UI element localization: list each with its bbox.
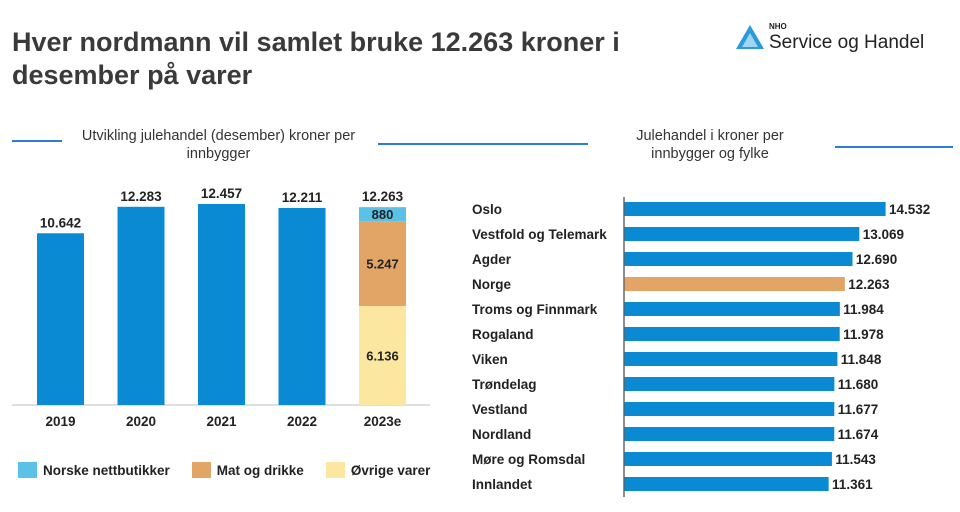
hbar-9 — [624, 402, 835, 416]
category-label-6: Rogaland — [472, 327, 534, 342]
hbar-value-7: 11.848 — [841, 352, 882, 367]
legend-label-ovrige: Øvrige varer — [350, 462, 431, 478]
category-label-11: Møre og Romsdal — [472, 452, 585, 467]
bar-2023e-segment-3 — [359, 207, 406, 222]
value-label-2022: 12.211 — [282, 190, 323, 205]
bar-2019 — [37, 233, 84, 405]
segment-label-3: 880 — [372, 207, 394, 222]
hbar-value-9: 11.677 — [838, 402, 879, 417]
hbar-value-10: 11.674 — [838, 427, 879, 442]
category-label-3: Agder — [472, 252, 512, 267]
tick-label-2022: 2022 — [287, 414, 317, 429]
tick-label-2020: 2020 — [126, 414, 156, 429]
hbar-4 — [624, 277, 845, 291]
category-label-8: Trøndelag — [472, 377, 537, 392]
logo-small-text: NHO — [769, 22, 787, 31]
right-title-rule — [835, 146, 953, 148]
page-title: Hver nordmann vil samlet bruke 12.263 kr… — [12, 27, 620, 90]
value-label-2021: 12.457 — [201, 186, 242, 201]
value-label-2020: 12.283 — [120, 189, 162, 204]
hbar-value-4: 12.263 — [848, 277, 890, 292]
bar-2021 — [198, 204, 245, 405]
value-label-2019: 10.642 — [40, 215, 81, 230]
hbar-1 — [624, 202, 886, 216]
hbar-12 — [624, 477, 829, 491]
legend-swatch-nettbutikker — [18, 462, 37, 478]
legend-item-nettbutikker: Norske nettbutikker — [18, 462, 170, 478]
category-label-1: Oslo — [472, 202, 502, 217]
legend-swatch-mat — [191, 462, 211, 478]
hbar-value-11: 11.543 — [835, 452, 876, 467]
logo-main-text: Service og Handel — [769, 32, 925, 53]
category-label-2: Vestfold og Telemark — [472, 227, 607, 242]
hbar-6 — [624, 327, 840, 341]
hbar-value-1: 14.532 — [889, 202, 930, 217]
right-chart-title: Julehandel i kroner per innbygger og fyl… — [636, 128, 784, 162]
legend-item-ovrige: Øvrige varer — [325, 462, 431, 478]
tick-label-2023e: 2023e — [364, 414, 402, 429]
category-label-5: Troms og Finnmark — [472, 302, 598, 317]
hbar-value-8: 11.680 — [838, 377, 879, 392]
left-title-rule-left — [12, 140, 62, 142]
hbar-value-12: 11.361 — [832, 477, 873, 492]
category-label-4: Norge — [472, 277, 511, 292]
hbar-3 — [624, 252, 853, 266]
hbar-2 — [624, 227, 860, 241]
hbar-5 — [624, 302, 840, 316]
tick-label-2021: 2021 — [206, 414, 237, 429]
segment-label-1: 6.136 — [366, 348, 399, 363]
bar-2020 — [117, 206, 165, 405]
left-chart-title: Utvikling julehandel (desember) kroner p… — [81, 128, 356, 162]
category-label-7: Viken — [472, 352, 508, 367]
bar-2023e-segment-2 — [359, 221, 406, 306]
segment-label-2: 5.247 — [366, 257, 399, 272]
hbar-8 — [624, 377, 835, 391]
hbar-value-3: 12.690 — [856, 252, 897, 267]
logo-icon — [736, 25, 764, 49]
legend: Norske nettbutikker Mat og drikke Øvrige… — [18, 460, 452, 480]
legend-swatch-ovrige — [325, 462, 345, 478]
bar-2023e-segment-1 — [359, 305, 406, 405]
value-label-2023e: 12.263 — [362, 189, 404, 204]
category-label-10: Nordland — [472, 427, 531, 442]
tick-label-2019: 2019 — [45, 414, 75, 429]
category-label-9: Vestland — [472, 402, 528, 417]
category-label-12: Innlandet — [472, 477, 533, 492]
hbar-value-6: 11.978 — [843, 327, 884, 342]
legend-item-mat: Mat og drikke — [191, 462, 304, 478]
hbar-7 — [624, 352, 838, 366]
hbar-value-2: 13.069 — [863, 227, 904, 242]
hbar-10 — [624, 427, 835, 441]
nho-logo: NHO Service og Handel — [733, 22, 933, 56]
bar-2022 — [278, 207, 326, 405]
legend-label-nettbutikker: Norske nettbutikker — [43, 462, 170, 478]
left-title-rule-right — [378, 143, 588, 145]
hbar-11 — [624, 452, 832, 466]
hbar-value-5: 11.984 — [843, 302, 884, 317]
legend-label-mat: Mat og drikke — [216, 462, 304, 478]
